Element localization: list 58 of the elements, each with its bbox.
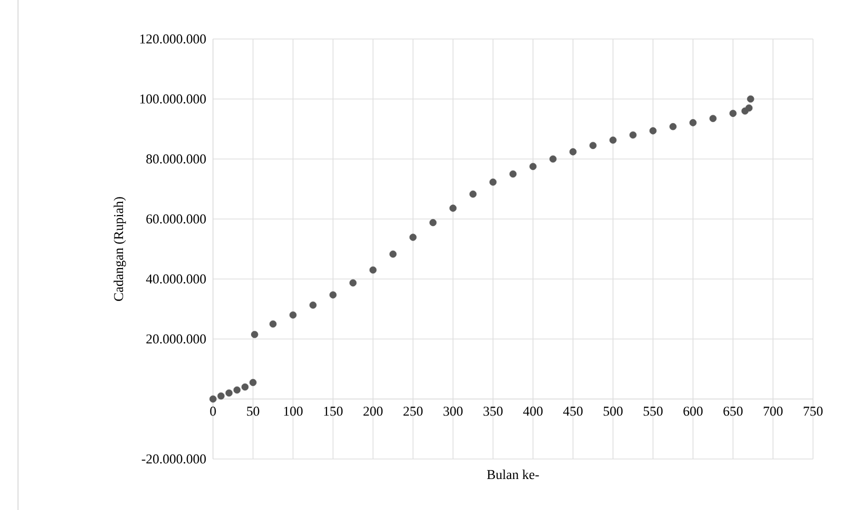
point [249, 378, 257, 386]
y-tick-label: 80.000.000 [146, 154, 206, 164]
point [369, 266, 377, 274]
point [549, 155, 557, 163]
y-tick-label: 100.000.000 [140, 94, 206, 104]
point [569, 148, 577, 156]
x-tick-label: 250 [404, 406, 423, 416]
x-axis-title: Bulan ke- [487, 470, 539, 480]
point [225, 389, 233, 397]
point [469, 190, 477, 198]
point [209, 395, 217, 403]
point [289, 311, 297, 319]
x-tick-label: 150 [324, 406, 343, 416]
point [449, 204, 457, 212]
x-tick-label: 200 [364, 406, 383, 416]
point [251, 330, 258, 338]
y-tick-label: 120.000.000 [140, 34, 206, 44]
point [649, 127, 657, 134]
point [745, 104, 753, 112]
point [489, 178, 497, 186]
point [529, 162, 537, 170]
point [669, 123, 677, 130]
point [389, 250, 397, 258]
x-tick-label: 550 [644, 406, 663, 416]
point [589, 142, 597, 150]
point [349, 279, 357, 286]
point [329, 291, 337, 298]
x-tick-label: 400 [523, 406, 543, 416]
point [509, 170, 517, 178]
point [689, 119, 697, 126]
x-tick-label: 300 [444, 406, 463, 416]
point [629, 131, 637, 139]
point [241, 383, 249, 391]
y-tick-label: 20.000.000 [146, 334, 206, 344]
x-tick-label: 700 [764, 406, 783, 416]
x-tick-label: 350 [484, 406, 503, 416]
point [747, 95, 754, 103]
y-tick-label: -20.000.000 [142, 454, 206, 464]
y-tick-label: 40.000.000 [146, 274, 206, 284]
x-tick-label: 650 [723, 406, 743, 416]
x-tick-label: 750 [804, 406, 823, 416]
point [217, 392, 225, 400]
x-tick-label: 450 [563, 406, 583, 416]
point [709, 114, 717, 122]
x-tick-label: 50 [247, 406, 260, 416]
point [309, 301, 317, 309]
x-tick-label: 500 [604, 406, 623, 416]
point [429, 218, 437, 226]
y-axis-title: Cadangan (Rupiah) [114, 197, 126, 301]
x-tick-label: 600 [683, 406, 703, 416]
point [269, 320, 277, 328]
x-tick-label: 0 [210, 406, 216, 416]
point [409, 234, 417, 241]
x-tick-label: 100 [284, 406, 303, 416]
point [609, 136, 617, 144]
y-tick-label: 60.000.000 [146, 214, 206, 224]
point [233, 386, 241, 394]
point [729, 110, 737, 117]
